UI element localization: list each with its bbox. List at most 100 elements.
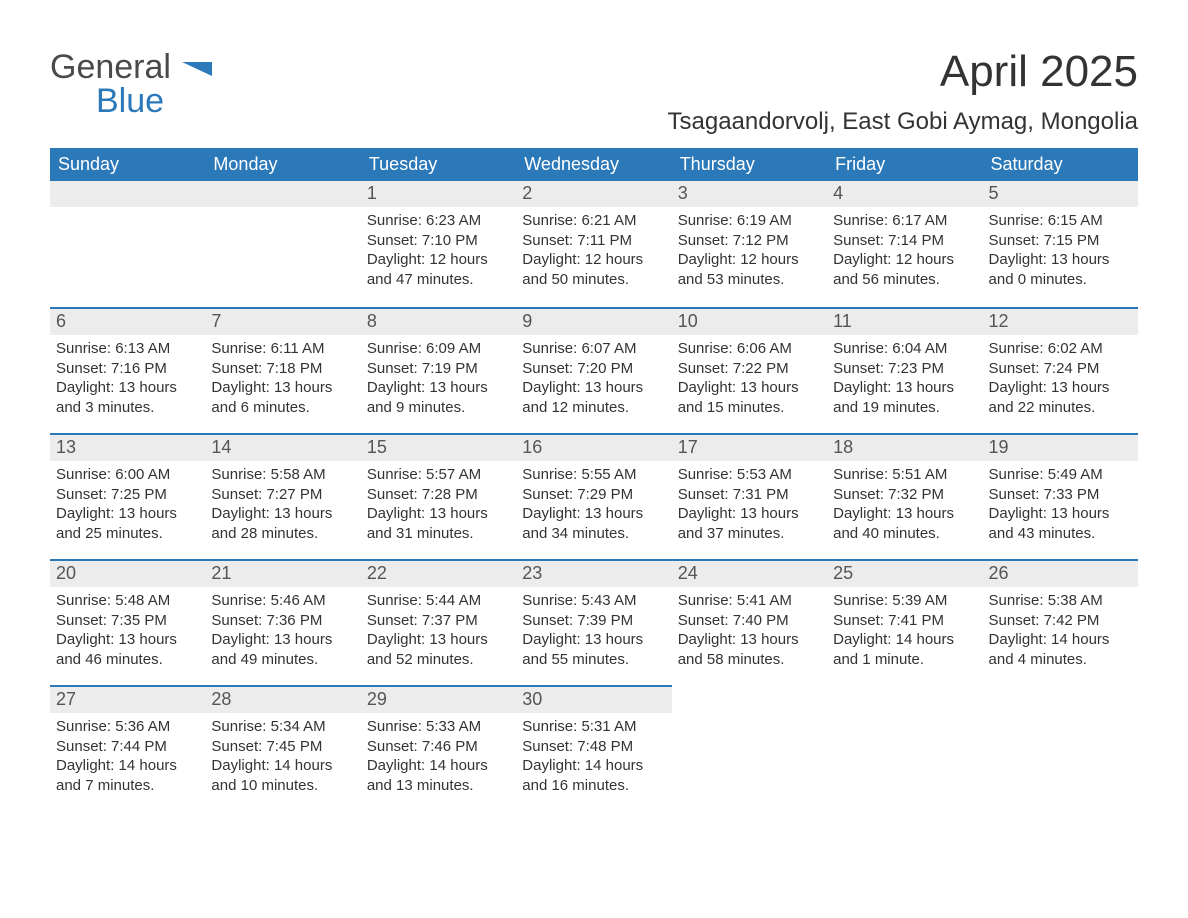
daylight-text: Daylight: 14 hours and 7 minutes. <box>56 756 199 795</box>
daylight-text: Daylight: 13 hours and 49 minutes. <box>211 630 354 669</box>
day-number: 17 <box>672 433 827 461</box>
day-number: 24 <box>672 559 827 587</box>
day-details: Sunrise: 5:49 AMSunset: 7:33 PMDaylight:… <box>983 461 1138 549</box>
sunset-text: Sunset: 7:18 PM <box>211 359 354 379</box>
daylight-text: Daylight: 13 hours and 15 minutes. <box>678 378 821 417</box>
sunrise-text: Sunrise: 5:34 AM <box>211 717 354 737</box>
day-number: 12 <box>983 307 1138 335</box>
sunrise-text: Sunrise: 6:00 AM <box>56 465 199 485</box>
day-details: Sunrise: 5:57 AMSunset: 7:28 PMDaylight:… <box>361 461 516 549</box>
day-number: 1 <box>361 181 516 207</box>
daylight-text: Daylight: 13 hours and 43 minutes. <box>989 504 1132 543</box>
calendar-week-row: 6Sunrise: 6:13 AMSunset: 7:16 PMDaylight… <box>50 307 1138 433</box>
sunset-text: Sunset: 7:33 PM <box>989 485 1132 505</box>
sunset-text: Sunset: 7:48 PM <box>522 737 665 757</box>
calendar-week-row: 27Sunrise: 5:36 AMSunset: 7:44 PMDayligh… <box>50 685 1138 811</box>
weekday-header: Tuesday <box>361 148 516 181</box>
calendar-cell: 29Sunrise: 5:33 AMSunset: 7:46 PMDayligh… <box>361 685 516 811</box>
sunrise-text: Sunrise: 5:38 AM <box>989 591 1132 611</box>
calendar-cell: 6Sunrise: 6:13 AMSunset: 7:16 PMDaylight… <box>50 307 205 433</box>
sunset-text: Sunset: 7:23 PM <box>833 359 976 379</box>
calendar-cell: 15Sunrise: 5:57 AMSunset: 7:28 PMDayligh… <box>361 433 516 559</box>
daylight-text: Daylight: 13 hours and 58 minutes. <box>678 630 821 669</box>
sunrise-text: Sunrise: 6:15 AM <box>989 211 1132 231</box>
daylight-text: Daylight: 13 hours and 19 minutes. <box>833 378 976 417</box>
daylight-text: Daylight: 13 hours and 0 minutes. <box>989 250 1132 289</box>
calendar-cell: 2Sunrise: 6:21 AMSunset: 7:11 PMDaylight… <box>516 181 671 307</box>
day-number: 5 <box>983 181 1138 207</box>
sunset-text: Sunset: 7:10 PM <box>367 231 510 251</box>
sunset-text: Sunset: 7:25 PM <box>56 485 199 505</box>
calendar-cell: 3Sunrise: 6:19 AMSunset: 7:12 PMDaylight… <box>672 181 827 307</box>
location-subtitle: Tsagaandorvolj, East Gobi Aymag, Mongoli… <box>668 108 1139 136</box>
sunset-text: Sunset: 7:14 PM <box>833 231 976 251</box>
calendar-cell: 18Sunrise: 5:51 AMSunset: 7:32 PMDayligh… <box>827 433 982 559</box>
daylight-text: Daylight: 12 hours and 56 minutes. <box>833 250 976 289</box>
sunrise-text: Sunrise: 5:49 AM <box>989 465 1132 485</box>
daylight-text: Daylight: 13 hours and 31 minutes. <box>367 504 510 543</box>
daylight-text: Daylight: 13 hours and 52 minutes. <box>367 630 510 669</box>
daylight-text: Daylight: 13 hours and 3 minutes. <box>56 378 199 417</box>
day-number <box>983 685 1138 711</box>
sunset-text: Sunset: 7:31 PM <box>678 485 821 505</box>
sunset-text: Sunset: 7:32 PM <box>833 485 976 505</box>
sunrise-text: Sunrise: 6:11 AM <box>211 339 354 359</box>
calendar-cell: 27Sunrise: 5:36 AMSunset: 7:44 PMDayligh… <box>50 685 205 811</box>
calendar-cell: 13Sunrise: 6:00 AMSunset: 7:25 PMDayligh… <box>50 433 205 559</box>
day-details: Sunrise: 6:04 AMSunset: 7:23 PMDaylight:… <box>827 335 982 423</box>
daylight-text: Daylight: 13 hours and 40 minutes. <box>833 504 976 543</box>
daylight-text: Daylight: 13 hours and 22 minutes. <box>989 378 1132 417</box>
weekday-header: Friday <box>827 148 982 181</box>
sunset-text: Sunset: 7:46 PM <box>367 737 510 757</box>
calendar-cell: 26Sunrise: 5:38 AMSunset: 7:42 PMDayligh… <box>983 559 1138 685</box>
daylight-text: Daylight: 13 hours and 55 minutes. <box>522 630 665 669</box>
sunset-text: Sunset: 7:27 PM <box>211 485 354 505</box>
sunset-text: Sunset: 7:45 PM <box>211 737 354 757</box>
calendar-cell: 14Sunrise: 5:58 AMSunset: 7:27 PMDayligh… <box>205 433 360 559</box>
day-number <box>827 685 982 711</box>
daylight-text: Daylight: 13 hours and 6 minutes. <box>211 378 354 417</box>
daylight-text: Daylight: 12 hours and 50 minutes. <box>522 250 665 289</box>
day-details: Sunrise: 5:53 AMSunset: 7:31 PMDaylight:… <box>672 461 827 549</box>
sunrise-text: Sunrise: 5:55 AM <box>522 465 665 485</box>
sunrise-text: Sunrise: 5:58 AM <box>211 465 354 485</box>
calendar-cell: 30Sunrise: 5:31 AMSunset: 7:48 PMDayligh… <box>516 685 671 811</box>
daylight-text: Daylight: 13 hours and 12 minutes. <box>522 378 665 417</box>
day-number: 21 <box>205 559 360 587</box>
sunset-text: Sunset: 7:44 PM <box>56 737 199 757</box>
day-details: Sunrise: 6:09 AMSunset: 7:19 PMDaylight:… <box>361 335 516 423</box>
sunset-text: Sunset: 7:28 PM <box>367 485 510 505</box>
day-details: Sunrise: 5:43 AMSunset: 7:39 PMDaylight:… <box>516 587 671 675</box>
sunrise-text: Sunrise: 5:44 AM <box>367 591 510 611</box>
sunrise-text: Sunrise: 5:36 AM <box>56 717 199 737</box>
sunrise-text: Sunrise: 5:39 AM <box>833 591 976 611</box>
day-number: 7 <box>205 307 360 335</box>
calendar-cell: 19Sunrise: 5:49 AMSunset: 7:33 PMDayligh… <box>983 433 1138 559</box>
day-details: Sunrise: 5:58 AMSunset: 7:27 PMDaylight:… <box>205 461 360 549</box>
day-number: 9 <box>516 307 671 335</box>
sunrise-text: Sunrise: 5:57 AM <box>367 465 510 485</box>
day-number: 10 <box>672 307 827 335</box>
calendar-cell: 5Sunrise: 6:15 AMSunset: 7:15 PMDaylight… <box>983 181 1138 307</box>
day-details: Sunrise: 6:02 AMSunset: 7:24 PMDaylight:… <box>983 335 1138 423</box>
calendar-cell: 28 Sunrise: 5:34 AMSunset: 7:45 PMDayligh… <box>205 685 360 811</box>
day-number <box>205 181 360 207</box>
day-number: 30 <box>516 685 671 713</box>
day-number: 27 <box>50 685 205 713</box>
calendar-cell <box>205 181 360 307</box>
day-number: 28 <box>205 685 360 713</box>
calendar-cell <box>983 685 1138 811</box>
day-details: Sunrise: 6:13 AMSunset: 7:16 PMDaylight:… <box>50 335 205 423</box>
sunrise-text: Sunrise: 6:17 AM <box>833 211 976 231</box>
day-details: Sunrise: 5:48 AMSunset: 7:35 PMDaylight:… <box>50 587 205 675</box>
day-details: Sunrise: 5:44 AMSunset: 7:37 PMDaylight:… <box>361 587 516 675</box>
calendar-page: General Blue April 2025 Tsagaandorvolj, … <box>0 0 1188 841</box>
calendar-week-row: 20Sunrise: 5:48 AMSunset: 7:35 PMDayligh… <box>50 559 1138 685</box>
daylight-text: Daylight: 12 hours and 53 minutes. <box>678 250 821 289</box>
daylight-text: Daylight: 13 hours and 34 minutes. <box>522 504 665 543</box>
daylight-text: Daylight: 14 hours and 10 minutes. <box>211 756 354 795</box>
day-details: Sunrise: 5:36 AMSunset: 7:44 PMDaylight:… <box>50 713 205 801</box>
daylight-text: Daylight: 14 hours and 16 minutes. <box>522 756 665 795</box>
weekday-header: Saturday <box>983 148 1138 181</box>
day-number: 6 <box>50 307 205 335</box>
